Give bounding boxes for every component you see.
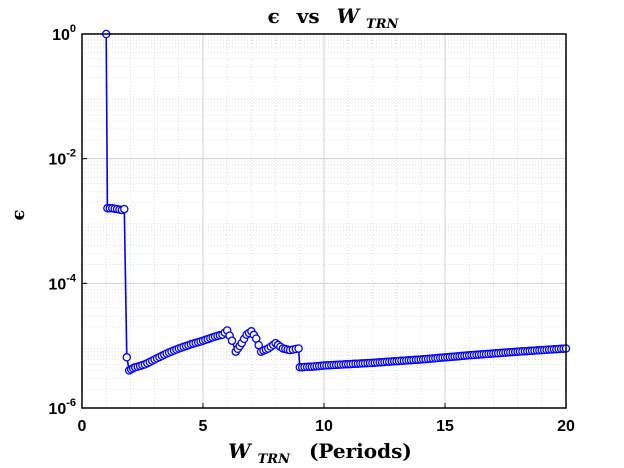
y-tick-base: 10 xyxy=(52,27,70,44)
x-tick-label: 0 xyxy=(78,418,87,435)
data-point xyxy=(122,353,132,362)
xlabel-w-subscript: TRN xyxy=(258,452,291,467)
y-tick-exponent: 0 xyxy=(70,23,76,35)
xlabel-w: W xyxy=(228,439,253,463)
title-w: W xyxy=(337,4,362,28)
y-tick-label: 10-2 xyxy=(48,148,76,169)
data-point xyxy=(294,344,303,353)
y-tick-label: 10-6 xyxy=(48,397,76,418)
y-tick-exponent: -2 xyxy=(66,148,76,160)
xlabel-periods: (Periods) xyxy=(309,439,412,463)
data-series xyxy=(101,29,571,375)
data-point xyxy=(227,336,237,345)
y-tick-exponent: -4 xyxy=(66,272,77,284)
x-tick-label: 15 xyxy=(436,418,454,435)
chart-title: ϵ vs W TRN xyxy=(268,4,400,32)
x-tick-label: 20 xyxy=(557,418,575,435)
y-tick-label: 10-4 xyxy=(48,272,76,293)
data-point xyxy=(120,204,129,214)
title-vs: vs xyxy=(296,4,320,28)
y-tick-base: 10 xyxy=(48,401,66,418)
y-tick-exponent: -6 xyxy=(66,397,76,409)
x-axis-ticks: 0 5 10 15 20 xyxy=(78,403,575,435)
x-tick-label: 5 xyxy=(199,418,208,435)
title-epsilon: ϵ xyxy=(268,4,280,28)
x-axis-label: W TRN (Periods) xyxy=(228,439,412,468)
title-w-subscript: TRN xyxy=(366,17,399,32)
y-tick-base: 10 xyxy=(48,276,66,293)
y-axis-label: ϵ xyxy=(8,209,29,220)
x-tick-label: 10 xyxy=(315,418,333,435)
y-tick-base: 10 xyxy=(48,152,66,169)
y-tick-label: 100 xyxy=(52,23,76,44)
